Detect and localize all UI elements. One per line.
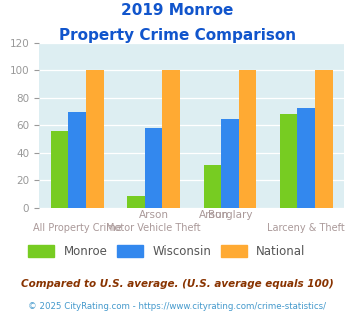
Text: Arson: Arson	[198, 210, 229, 219]
Bar	[239, 70, 256, 208]
Bar	[297, 108, 315, 208]
Bar	[221, 118, 239, 208]
Text: © 2025 CityRating.com - https://www.cityrating.com/crime-statistics/: © 2025 CityRating.com - https://www.city…	[28, 302, 327, 311]
Bar	[86, 70, 104, 208]
Text: Larceny & Theft: Larceny & Theft	[267, 223, 345, 233]
Text: Property Crime Comparison: Property Crime Comparison	[59, 28, 296, 43]
Text: Arson: Arson	[138, 210, 169, 219]
Text: Motor Vehicle Theft: Motor Vehicle Theft	[106, 223, 201, 233]
Text: All Property Crime: All Property Crime	[33, 223, 121, 233]
Bar	[203, 165, 221, 208]
Text: Burglary: Burglary	[208, 210, 252, 219]
Bar	[127, 195, 145, 208]
Text: Compared to U.S. average. (U.S. average equals 100): Compared to U.S. average. (U.S. average …	[21, 279, 334, 289]
Bar	[162, 70, 180, 208]
Bar	[51, 131, 69, 208]
Bar	[145, 128, 162, 208]
Legend: Monroe, Wisconsin, National: Monroe, Wisconsin, National	[24, 240, 310, 263]
Bar	[69, 112, 86, 208]
Bar	[280, 115, 297, 208]
Bar	[315, 70, 333, 208]
Text: 2019 Monroe: 2019 Monroe	[121, 3, 234, 18]
